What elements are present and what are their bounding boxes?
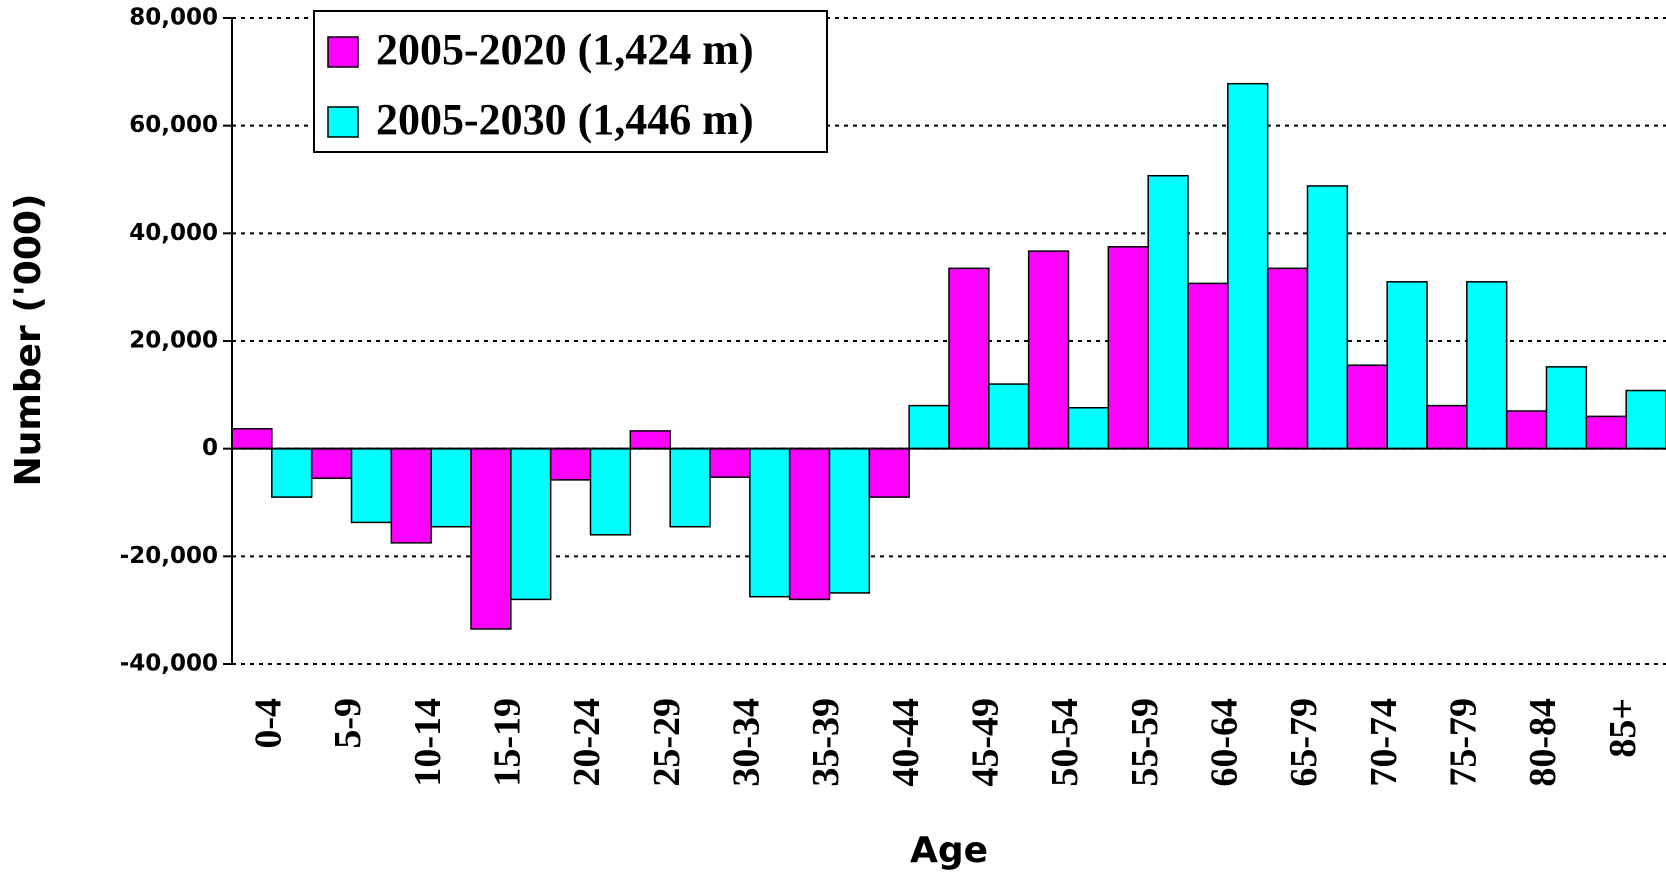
bar: [1386, 281, 1428, 450]
legend-box: [313, 10, 828, 153]
bar: [1545, 366, 1588, 450]
legend-label: 2005-2030 (1,446 m): [376, 95, 754, 144]
bar: [828, 447, 871, 594]
x-axis-title: Age: [910, 830, 988, 871]
bar: [1306, 185, 1349, 450]
bar: [430, 447, 472, 528]
bar: [310, 447, 353, 480]
bar: [1107, 246, 1149, 450]
x-tick-label: 35-39: [805, 698, 847, 787]
bar: [629, 430, 671, 450]
bar: [350, 447, 393, 524]
bar: [1346, 364, 1388, 450]
bar: [908, 404, 950, 450]
x-tick-label: 30-34: [726, 698, 768, 787]
bar: [1147, 174, 1189, 450]
bar: [1187, 282, 1229, 450]
x-tick-label: 60-64: [1204, 698, 1246, 787]
y-tick-label: 60,000: [129, 112, 218, 138]
x-tick-label: 75-79: [1443, 698, 1485, 787]
x-tick-label: 70-74: [1363, 698, 1405, 787]
x-tick-label: 85+: [1602, 698, 1644, 758]
bar: [1067, 407, 1110, 450]
y-tick-label: 0: [202, 435, 218, 461]
bar: [1585, 415, 1627, 450]
legend-swatch: [327, 106, 359, 138]
y-tick-label: -40,000: [120, 651, 218, 677]
bar: [1505, 410, 1548, 450]
bar: [231, 427, 273, 450]
y-tick-label: 40,000: [129, 220, 218, 246]
bar: [549, 447, 592, 481]
x-tick-label: 65-79: [1283, 698, 1325, 787]
x-tick-label: 45-49: [965, 698, 1007, 787]
x-tick-label: 0-4: [248, 698, 290, 749]
x-tick-label: 10-14: [407, 698, 449, 787]
bar: [709, 447, 751, 478]
bar: [788, 447, 831, 601]
x-tick-label: 55-59: [1124, 698, 1166, 787]
bar: [1027, 250, 1070, 450]
bar: [1625, 389, 1666, 450]
bar: [271, 447, 313, 498]
x-tick-label: 15-19: [487, 698, 529, 787]
y-tick-label: 80,000: [129, 5, 218, 31]
x-tick-label: 25-29: [646, 698, 688, 787]
bar: [868, 447, 910, 498]
bar: [1426, 404, 1468, 450]
bar: [1466, 281, 1508, 450]
y-axis-title: Number ('000): [8, 194, 49, 487]
bar: [1227, 82, 1269, 450]
x-tick-label: 40-44: [885, 698, 927, 787]
bar: [510, 447, 552, 601]
bar: [1266, 267, 1309, 450]
x-tick-label: 50-54: [1044, 698, 1086, 787]
bar: [749, 447, 791, 598]
x-tick-label: 80-84: [1522, 698, 1564, 787]
y-tick-label: 20,000: [129, 328, 218, 354]
bar: [589, 447, 632, 536]
x-tick-label: 20-24: [566, 698, 608, 787]
bar: [470, 447, 512, 630]
bar: [669, 447, 711, 528]
y-tick-label: -20,000: [120, 543, 218, 569]
bar: [390, 447, 432, 544]
bar: [988, 383, 1030, 450]
legend-swatch: [327, 36, 359, 68]
x-tick-label: 5-9: [327, 698, 369, 749]
legend-label: 2005-2020 (1,424 m): [376, 25, 754, 74]
bar: [948, 267, 990, 450]
